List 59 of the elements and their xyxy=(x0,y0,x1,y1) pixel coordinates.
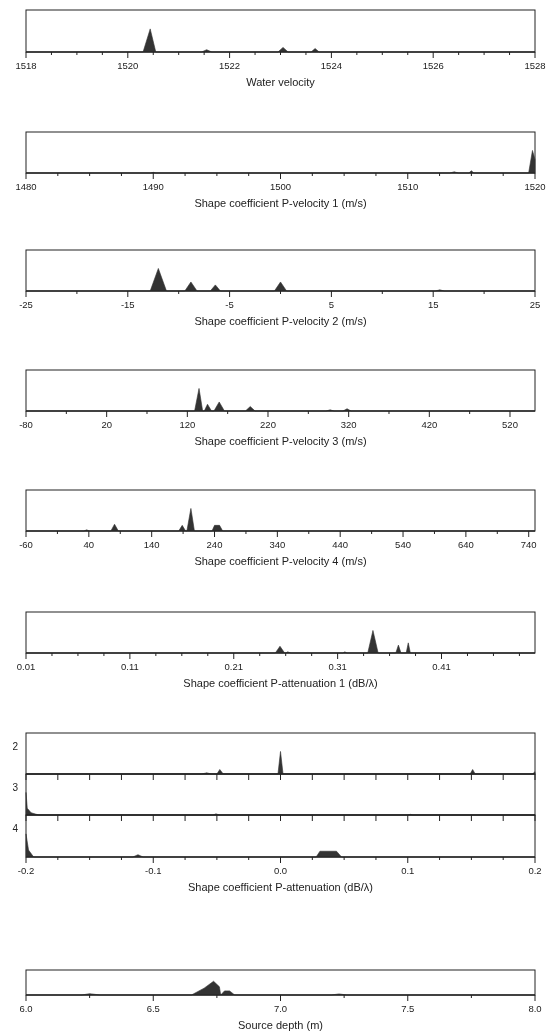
x-tick-label: 0.2 xyxy=(528,865,542,876)
x-tick-label: 1518 xyxy=(15,60,37,71)
x-tick-label: 440 xyxy=(332,539,349,550)
x-tick-label: 20 xyxy=(101,419,112,430)
x-tick-label: 320 xyxy=(340,419,357,430)
x-tick-label: -60 xyxy=(19,539,33,550)
y-axis-title: 4 xyxy=(12,823,19,835)
x-tick-label: 8.0 xyxy=(528,1003,542,1014)
x-axis-title: Shape coefficient P-velocity 3 (m/s) xyxy=(194,435,367,447)
x-tick-label: 640 xyxy=(457,539,474,550)
x-tick-label: 6.5 xyxy=(146,1003,160,1014)
x-tick-label: 15 xyxy=(427,299,439,310)
x-tick-label: 0.41 xyxy=(432,661,451,672)
x-tick-label: 1528 xyxy=(524,60,546,71)
x-tick-label: 1480 xyxy=(15,181,37,192)
x-axis-title: Water velocity xyxy=(246,76,316,88)
x-tick-label: 1520 xyxy=(117,60,139,71)
x-tick-label: 0.11 xyxy=(120,661,139,672)
x-tick-label: -5 xyxy=(225,299,234,310)
x-tick-label: 1500 xyxy=(269,181,292,192)
x-tick-label: 0.1 xyxy=(401,865,415,876)
x-tick-label: 0.01 xyxy=(16,661,36,672)
x-tick-label: 0.31 xyxy=(328,661,347,672)
x-tick-label: -0.1 xyxy=(145,865,162,876)
x-tick-label: 420 xyxy=(421,419,438,430)
x-tick-label: 140 xyxy=(143,539,160,550)
x-tick-label: 740 xyxy=(520,539,537,550)
x-tick-label: 220 xyxy=(260,419,276,430)
x-tick-label: 1490 xyxy=(142,181,164,192)
x-axis-title: Source depth (m) xyxy=(238,1019,323,1031)
x-tick-label: 1520 xyxy=(524,181,546,192)
x-tick-label: 0.21 xyxy=(224,661,244,672)
x-tick-label: 0.0 xyxy=(273,865,288,876)
x-axis-title: Shape coefficient P-attenuation 1 (dB/λ) xyxy=(183,677,378,689)
x-tick-label: 6.0 xyxy=(19,1003,33,1014)
x-tick-label: 540 xyxy=(395,539,411,550)
x-tick-label: 40 xyxy=(83,539,95,550)
x-tick-label: 520 xyxy=(502,419,518,430)
x-axis-title: Shape coefficient P-attenuation (dB/λ) xyxy=(187,881,374,893)
x-tick-label: 1526 xyxy=(422,60,444,71)
x-tick-label: -0.2 xyxy=(17,865,35,876)
x-tick-label: 7.5 xyxy=(401,1003,415,1014)
x-tick-label: 25 xyxy=(529,299,541,310)
x-tick-label: 340 xyxy=(269,539,286,550)
x-tick-label: -80 xyxy=(19,419,33,430)
y-axis-title: 3 xyxy=(12,781,19,793)
x-tick-label: 1510 xyxy=(397,181,419,192)
x-tick-label: 120 xyxy=(179,419,196,430)
x-tick-label: 1522 xyxy=(219,60,241,71)
x-tick-label: -25 xyxy=(19,299,33,310)
x-tick-label: 1524 xyxy=(320,60,342,71)
x-tick-label: 7.0 xyxy=(273,1003,288,1014)
x-tick-label: 240 xyxy=(206,539,223,550)
x-tick-label: -15 xyxy=(120,299,135,310)
x-axis-title: Shape coefficient P-velocity 2 (m/s) xyxy=(194,315,367,327)
x-tick-label: 5 xyxy=(328,299,335,310)
x-axis-title: Shape coefficient P-velocity 4 (m/s) xyxy=(194,555,367,567)
y-axis-title: 2 xyxy=(12,740,19,752)
x-axis-title: Shape coefficient P-velocity 1 (m/s) xyxy=(194,197,367,209)
